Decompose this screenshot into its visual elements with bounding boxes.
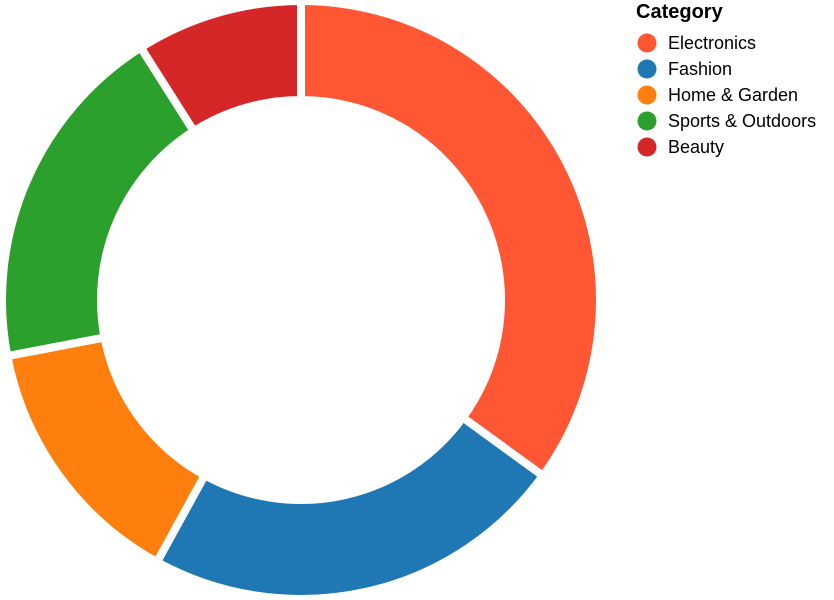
legend: Category Electronics Fashion Home & Garden…	[636, 1, 816, 157]
legend-title: Category	[636, 1, 724, 23]
legend-swatch	[637, 59, 657, 79]
legend-label: Beauty	[668, 137, 724, 157]
legend-swatch	[637, 111, 657, 131]
legend-label: Fashion	[668, 59, 732, 79]
slice-sports-outdoors	[0, 43, 198, 361]
slice-fashion	[152, 413, 547, 600]
donut-slices	[0, 0, 604, 600]
legend-swatch	[637, 33, 657, 53]
legend-label: Sports & Outdoors	[668, 111, 816, 131]
slice-beauty	[136, 0, 305, 136]
legend-swatch	[637, 137, 657, 157]
slice-electronics	[297, 0, 604, 480]
slice-home-garden	[3, 333, 209, 567]
legend-label: Electronics	[668, 33, 756, 53]
legend-swatch	[637, 85, 657, 105]
legend-items: Electronics Fashion Home & Garden Sports & …	[637, 33, 816, 157]
legend-label: Home & Garden	[668, 85, 798, 105]
